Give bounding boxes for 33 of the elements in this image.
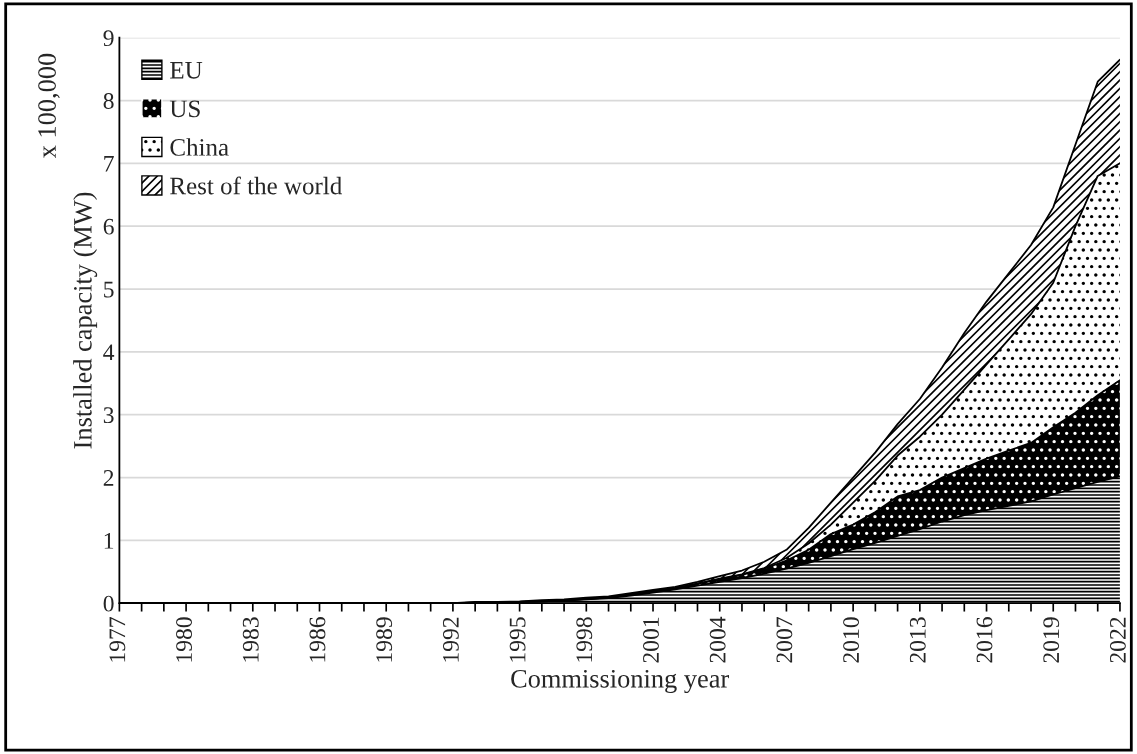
x-tick-label: 1977 [109,617,126,662]
y-tick-label: 3 [103,407,114,424]
x-tick-label: 2004 [709,616,726,663]
legend-label: US [169,100,200,118]
legend-label: Rest of the world [170,176,342,195]
y-tick-label: 1 [104,532,114,549]
x-axis-title: Commissioning year [511,669,730,694]
legend-label: China [170,138,229,156]
x-tick-label: 1995 [509,617,526,662]
x-tick-label: 1998 [576,617,593,662]
y-tick-label: 2 [103,470,114,486]
y-tick-label: 8 [103,93,114,109]
x-tick-label: 2001 [642,617,659,663]
x-tick-label: 1980 [176,617,192,662]
x-tick-label: 2013 [909,617,926,663]
x-tick-label: 2019 [1043,617,1060,663]
y-axis-title: Installed capacity (MW) [73,192,98,449]
x-tick-label: 1992 [442,617,459,662]
y-tick-label: 5 [104,281,114,298]
y-tick-label: 4 [103,344,115,361]
y-tick-label: 6 [103,218,114,235]
x-tick-label: 2016 [976,617,993,663]
y-tick-label: 9 [103,30,114,47]
x-tick-label: 2010 [843,617,860,663]
x-tick-label: 2007 [776,617,793,663]
y-tick-label: 0 [103,595,114,612]
text: x 100,000 [38,53,60,159]
x-tick-label: 1989 [376,617,393,662]
y-tick-label: 7 [104,156,114,172]
x-tick-label: 1986 [309,617,326,662]
x-tick-label: 2022 [1109,617,1126,663]
x-tick-label: 1983 [242,617,259,662]
legend-label: EU [170,62,203,79]
